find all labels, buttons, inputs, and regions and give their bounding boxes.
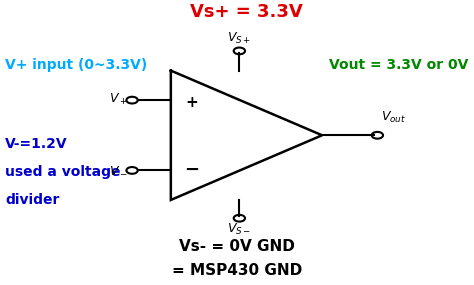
Text: = MSP430 GND: = MSP430 GND	[172, 263, 302, 278]
Text: Vs+ = 3.3V: Vs+ = 3.3V	[190, 3, 303, 21]
Text: Vout = 3.3V or 0V: Vout = 3.3V or 0V	[329, 58, 469, 72]
Text: $V_{out}$: $V_{out}$	[381, 109, 406, 125]
Text: $V_{S-}$: $V_{S-}$	[227, 222, 251, 237]
Text: $V_{S+}$: $V_{S+}$	[227, 31, 251, 46]
Text: V+ input (0~3.3V): V+ input (0~3.3V)	[5, 58, 148, 72]
Text: Vs- = 0V GND: Vs- = 0V GND	[179, 239, 295, 254]
Text: $V_+$: $V_+$	[109, 92, 128, 107]
Text: −: −	[184, 161, 200, 180]
Text: divider: divider	[5, 193, 60, 207]
Text: $V_-$: $V_-$	[109, 163, 128, 176]
Text: used a voltage: used a voltage	[5, 165, 121, 179]
Text: +: +	[186, 95, 199, 110]
Text: V-=1.2V: V-=1.2V	[5, 137, 68, 151]
